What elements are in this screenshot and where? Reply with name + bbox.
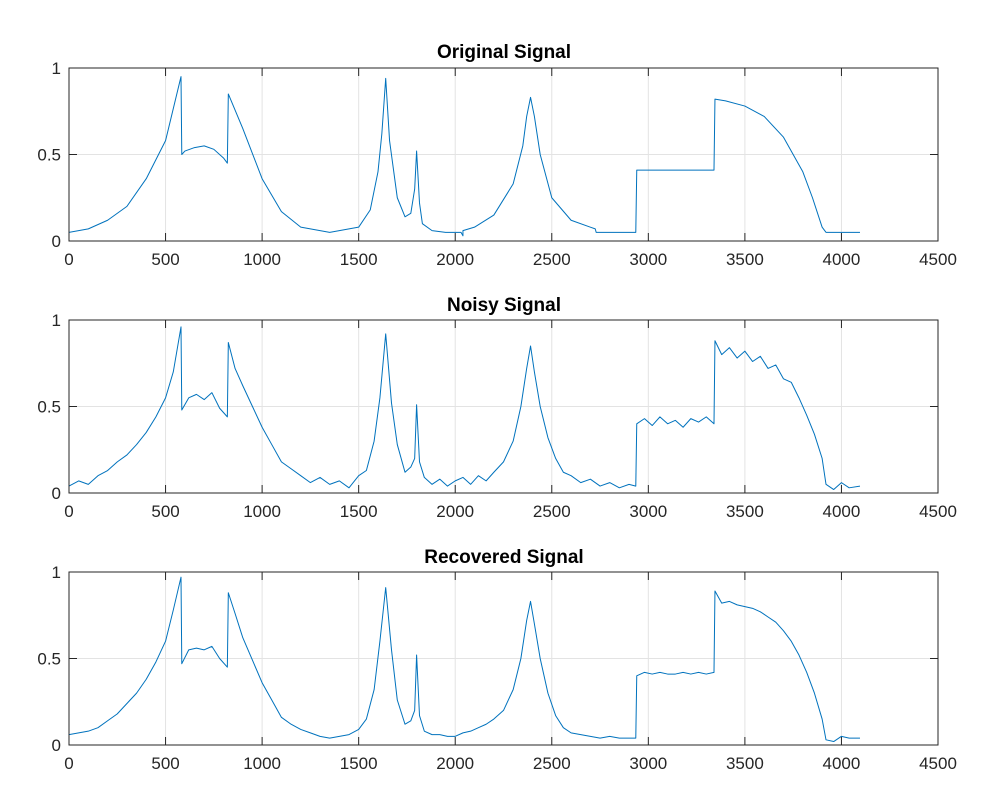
x-tick-label: 3500: [726, 754, 764, 773]
x-tick-label: 1500: [340, 754, 378, 773]
x-tick-label: 2000: [436, 754, 474, 773]
x-tick-label: 2500: [533, 502, 571, 521]
x-tick-label: 3000: [629, 502, 667, 521]
x-tick-label: 2000: [436, 502, 474, 521]
noisy-signal-panel: Noisy Signal 0 500 1000 1500 2000 2500 3000 350…: [37, 295, 957, 521]
x-tick-label: 1500: [340, 502, 378, 521]
y-tick-label: 1: [52, 59, 61, 78]
original-signal-panel: Original Signal 0 500 1000 1500 2000 2500 3000…: [37, 42, 957, 269]
recovered-signal-panel: Recovered Signal 0 500 1000 1500 2000 2500 300…: [37, 547, 957, 773]
x-tick-label: 2500: [533, 250, 571, 269]
series-line: [68, 326, 861, 491]
x-tick-label: 0: [64, 754, 73, 773]
y-tick-label: 0: [52, 736, 61, 755]
x-tick-label: 1000: [243, 502, 281, 521]
x-tick-label: 0: [64, 502, 73, 521]
series-line: [68, 76, 860, 237]
x-tick-label: 500: [151, 754, 179, 773]
x-tick-label: 4500: [919, 502, 957, 521]
x-tick-label: 3000: [629, 754, 667, 773]
x-tick-label: 1000: [243, 754, 281, 773]
x-tick-label: 1000: [243, 250, 281, 269]
x-tick-label: 4500: [919, 250, 957, 269]
x-tick-label: 4000: [823, 250, 861, 269]
x-tick-label: 2000: [436, 250, 474, 269]
chart-title: Original Signal: [437, 42, 571, 63]
x-tick-label: 3500: [726, 250, 764, 269]
y-tick-label: 1: [52, 311, 61, 330]
y-tick-label: 1: [52, 563, 61, 582]
x-tick-label: 3000: [629, 250, 667, 269]
y-tick-label: 0: [52, 484, 61, 503]
series-line: [68, 576, 860, 743]
x-tick-label: 500: [151, 250, 179, 269]
chart-title: Noisy Signal: [447, 295, 561, 316]
x-tick-label: 4000: [823, 754, 861, 773]
x-tick-label: 500: [151, 502, 179, 521]
x-tick-label: 2500: [533, 754, 571, 773]
y-tick-label: 0: [52, 232, 61, 251]
y-tick-label: 0.5: [37, 146, 61, 165]
x-tick-label: 4000: [823, 502, 861, 521]
x-tick-label: 1500: [340, 250, 378, 269]
x-tick-label: 0: [64, 250, 73, 269]
chart-title: Recovered Signal: [424, 547, 583, 568]
x-tick-label: 3500: [726, 502, 764, 521]
y-tick-label: 0.5: [37, 398, 61, 417]
y-tick-label: 0.5: [37, 650, 61, 669]
x-tick-label: 4500: [919, 754, 957, 773]
